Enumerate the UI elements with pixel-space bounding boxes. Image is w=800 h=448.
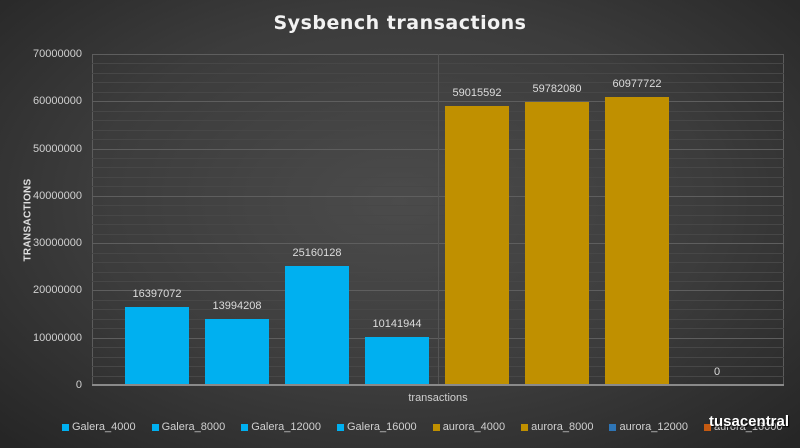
data-label: 59015592 xyxy=(452,87,502,99)
legend-item[interactable]: aurora_16000 xyxy=(703,421,783,433)
bar[interactable] xyxy=(125,307,189,385)
legend-item[interactable]: Galera_4000 xyxy=(62,421,136,433)
y-tick-label: 10000000 xyxy=(33,332,82,344)
x-axis-label: transactions xyxy=(408,392,468,404)
data-label: 13994208 xyxy=(212,300,262,312)
legend-label: aurora_4000 xyxy=(442,421,506,433)
y-tick-label: 20000000 xyxy=(33,284,82,296)
legend-label: Galera_8000 xyxy=(161,421,226,433)
legend-swatch-icon xyxy=(336,423,344,431)
legend-item[interactable]: aurora_8000 xyxy=(521,421,593,433)
y-axis-label: TRANSACTIONS xyxy=(22,178,34,262)
chart-title: Sysbench transactions xyxy=(273,12,527,34)
y-tick-label: 70000000 xyxy=(33,48,82,60)
bar[interactable] xyxy=(205,319,269,385)
legend-item[interactable]: aurora_12000 xyxy=(609,421,688,433)
legend-label: Galera_12000 xyxy=(251,421,321,433)
bar[interactable] xyxy=(285,266,349,385)
y-tick-label: 30000000 xyxy=(33,237,82,249)
legend-swatch-icon xyxy=(609,423,617,431)
bar[interactable] xyxy=(365,337,429,385)
y-tick-label: 0 xyxy=(75,379,82,391)
y-tick-label: 40000000 xyxy=(33,190,82,202)
data-label: 60977722 xyxy=(612,78,662,90)
legend-label: aurora_8000 xyxy=(531,421,594,433)
x-axis-line xyxy=(92,384,784,386)
legend-label: Galera_4000 xyxy=(72,421,136,433)
legend-label: aurora_16000 xyxy=(713,421,783,433)
bar[interactable] xyxy=(605,97,669,385)
legend-label: aurora_12000 xyxy=(619,421,688,433)
data-label: 0 xyxy=(713,366,721,378)
legend-item[interactable]: Galera_16000 xyxy=(336,421,417,433)
category-separator xyxy=(438,54,439,385)
legend-item[interactable]: Galera_12000 xyxy=(241,421,321,433)
data-label: 59782080 xyxy=(532,83,582,95)
watermark: tusacentral xyxy=(709,413,790,430)
legend-swatch-icon xyxy=(151,423,159,431)
legend-swatch-icon xyxy=(703,423,711,431)
data-label: 25160128 xyxy=(292,247,342,259)
bar[interactable] xyxy=(525,102,589,385)
bar[interactable] xyxy=(445,106,509,385)
legend-swatch-icon xyxy=(62,423,69,431)
data-label: 16397072 xyxy=(132,288,182,300)
legend-swatch-icon xyxy=(241,423,249,431)
data-label: 10141944 xyxy=(372,318,422,330)
legend-item[interactable]: aurora_4000 xyxy=(432,421,506,433)
legend-label: Galera_16000 xyxy=(346,421,417,433)
y-tick-label: 50000000 xyxy=(33,143,82,155)
y-tick-label: 60000000 xyxy=(33,95,82,107)
legend-swatch-icon xyxy=(432,423,440,431)
legend: Galera_4000 Galera_8000 Galera_12000 Galera… xyxy=(62,421,799,433)
legend-item[interactable]: Galera_8000 xyxy=(151,421,226,433)
legend-swatch-icon xyxy=(521,423,529,431)
